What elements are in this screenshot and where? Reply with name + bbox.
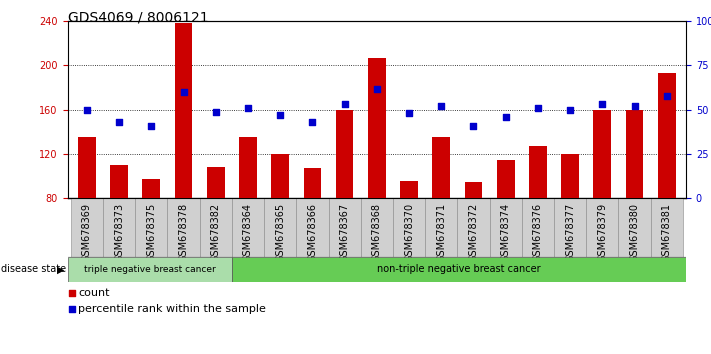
Bar	[626, 110, 643, 198]
Text: GSM678365: GSM678365	[275, 203, 285, 262]
Bar	[239, 137, 257, 198]
Text: GSM678372: GSM678372	[469, 203, 479, 262]
Text: GSM678379: GSM678379	[597, 203, 607, 262]
Text: GSM678374: GSM678374	[501, 203, 510, 262]
Text: GDS4069 / 8006121: GDS4069 / 8006121	[68, 11, 208, 25]
Bar	[400, 181, 418, 198]
Bar	[296, 198, 328, 257]
Point	[468, 123, 479, 129]
Text: GSM678381: GSM678381	[662, 203, 672, 262]
Text: GSM678382: GSM678382	[210, 203, 220, 262]
Text: GSM678380: GSM678380	[629, 203, 640, 262]
Bar	[167, 198, 200, 257]
Bar	[68, 257, 232, 282]
Bar	[464, 182, 482, 198]
Bar	[71, 198, 103, 257]
Bar	[103, 198, 135, 257]
Point	[597, 102, 608, 107]
Point	[306, 119, 318, 125]
Bar	[328, 198, 360, 257]
Bar	[304, 169, 321, 198]
Point	[67, 306, 78, 312]
Bar	[232, 198, 264, 257]
Point	[339, 102, 351, 107]
Point	[114, 119, 125, 125]
Bar	[658, 73, 675, 198]
Bar	[619, 198, 651, 257]
Point	[533, 105, 544, 111]
Point	[67, 290, 78, 296]
Text: ▶: ▶	[56, 264, 64, 274]
Text: GSM678371: GSM678371	[437, 203, 447, 262]
Bar	[554, 198, 587, 257]
Bar	[368, 58, 385, 198]
Text: count: count	[78, 288, 110, 298]
Bar	[272, 154, 289, 198]
Bar	[432, 137, 450, 198]
Bar	[425, 198, 457, 257]
Point	[629, 103, 641, 109]
Bar	[522, 198, 554, 257]
Text: GSM678378: GSM678378	[178, 203, 188, 262]
Point	[661, 93, 673, 98]
Text: GSM678368: GSM678368	[372, 203, 382, 262]
Text: GSM678364: GSM678364	[243, 203, 253, 262]
Bar	[360, 198, 393, 257]
Bar	[393, 198, 425, 257]
Bar	[175, 23, 193, 198]
Text: triple negative breast cancer: triple negative breast cancer	[84, 265, 215, 274]
Bar	[110, 165, 128, 198]
Bar	[135, 198, 167, 257]
Bar	[207, 167, 225, 198]
Text: GSM678366: GSM678366	[307, 203, 317, 262]
Point	[436, 103, 447, 109]
Bar	[200, 198, 232, 257]
Text: GSM678367: GSM678367	[340, 203, 350, 262]
Point	[565, 107, 576, 113]
Text: GSM678375: GSM678375	[146, 203, 156, 262]
Point	[210, 109, 221, 114]
Text: non-triple negative breast cancer: non-triple negative breast cancer	[377, 264, 541, 274]
Bar	[651, 198, 683, 257]
Text: GSM678373: GSM678373	[114, 203, 124, 262]
Bar	[264, 198, 296, 257]
Text: GSM678369: GSM678369	[82, 203, 92, 262]
Bar	[457, 198, 490, 257]
Text: disease state: disease state	[1, 264, 67, 274]
Bar	[490, 198, 522, 257]
Point	[178, 89, 189, 95]
Bar	[587, 198, 619, 257]
Text: GSM678377: GSM678377	[565, 203, 575, 262]
Point	[403, 110, 415, 116]
Bar	[497, 160, 515, 198]
Point	[146, 123, 157, 129]
Point	[274, 112, 286, 118]
Bar	[232, 257, 686, 282]
Point	[371, 86, 383, 91]
Bar	[561, 154, 579, 198]
Bar	[529, 146, 547, 198]
Point	[242, 105, 254, 111]
Text: GSM678376: GSM678376	[533, 203, 543, 262]
Text: percentile rank within the sample: percentile rank within the sample	[78, 304, 266, 314]
Point	[500, 114, 511, 120]
Bar	[142, 179, 160, 198]
Point	[81, 107, 92, 113]
Bar	[594, 110, 611, 198]
Text: GSM678370: GSM678370	[404, 203, 414, 262]
Bar	[336, 110, 353, 198]
Bar	[78, 137, 96, 198]
